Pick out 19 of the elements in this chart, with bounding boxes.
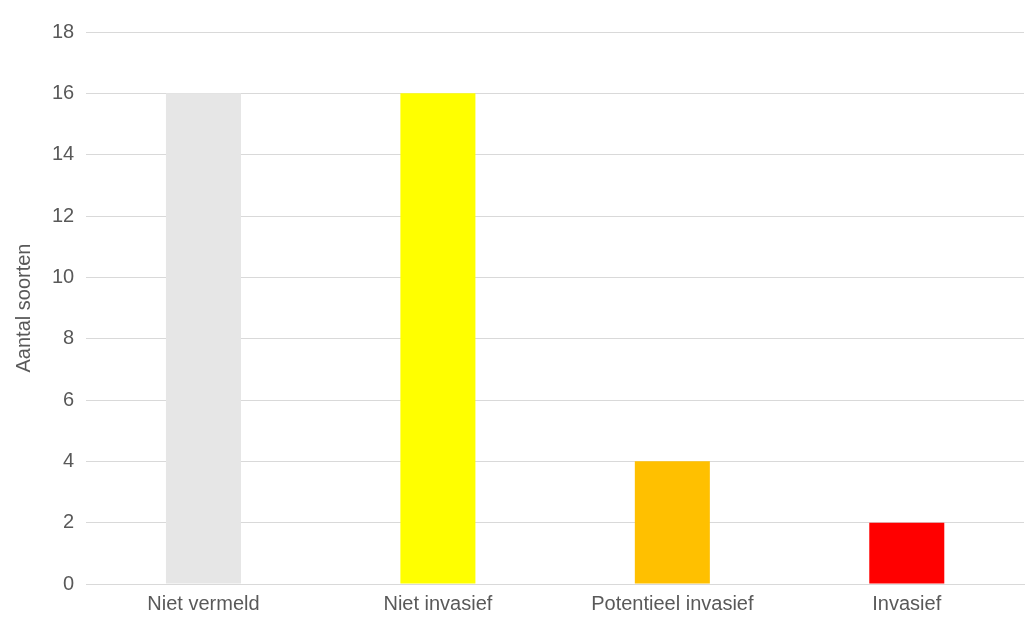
y-tick-label: 0 xyxy=(63,571,75,594)
x-tick-label: Niet invasief xyxy=(383,591,493,614)
bar xyxy=(869,522,945,584)
y-tick-label: 10 xyxy=(52,264,75,287)
x-tick-label: Niet vermeld xyxy=(147,591,260,614)
y-tick-label: 6 xyxy=(63,387,75,410)
y-tick-label: 16 xyxy=(52,80,75,103)
y-axis-title: Aantal soorten xyxy=(11,243,34,373)
y-tick-label: 8 xyxy=(63,326,75,349)
bar xyxy=(634,461,710,584)
y-tick-label: 14 xyxy=(52,142,75,165)
bar xyxy=(400,93,476,584)
y-tick-label: 18 xyxy=(52,19,75,42)
y-tick-label: 12 xyxy=(52,203,75,226)
y-tick-label: 4 xyxy=(63,448,75,471)
y-tick-label: 2 xyxy=(63,510,75,533)
x-tick-label: Invasief xyxy=(872,591,942,614)
x-tick-label: Potentieel invasief xyxy=(591,591,754,614)
bar xyxy=(165,93,241,584)
